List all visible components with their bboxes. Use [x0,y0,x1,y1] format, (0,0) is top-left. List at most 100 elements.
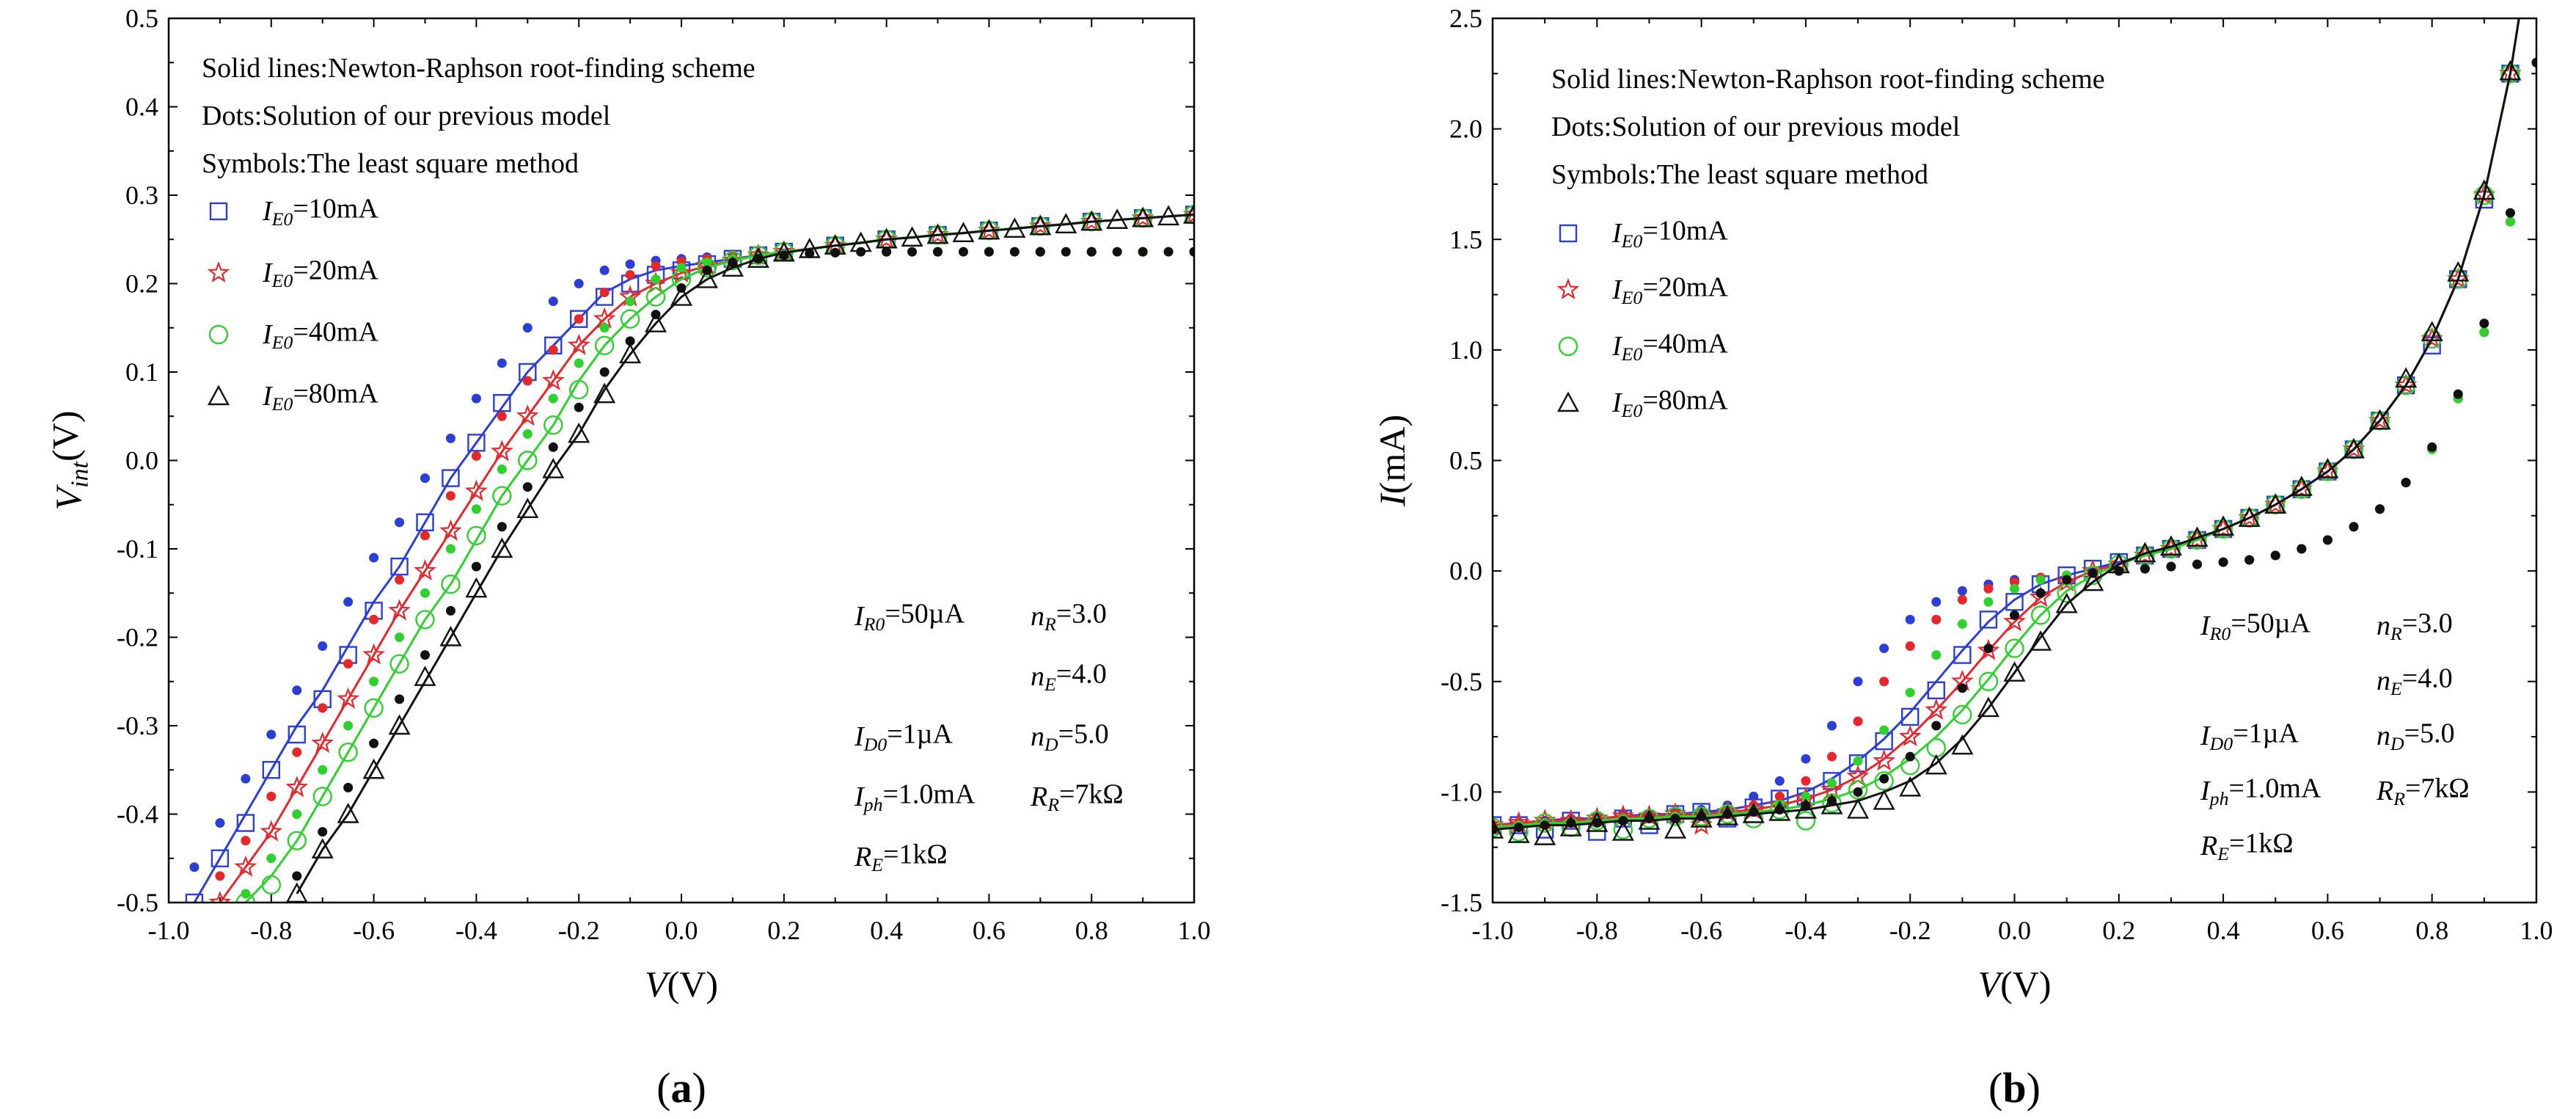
series-dot-4 [2192,559,2203,569]
series-dot-4 [1905,751,1915,762]
series-dot-3 [625,296,635,307]
series-symbol-2 [875,227,898,249]
series-dot-4 [2270,550,2280,561]
series-dot-4 [625,336,635,346]
series-dot-4 [2375,504,2385,514]
y-tick-label: -0.2 [117,623,158,652]
annotation-2: Dots:Solution of our previous model [202,101,610,131]
series-symbol-2 [926,223,949,245]
series-symbol-4 [1611,820,1634,841]
series-symbol-4 [2238,506,2261,528]
series-symbol-2 [2368,409,2391,431]
series-dot-4 [2218,557,2228,567]
param-nE: nE=4.0 [1031,659,1107,696]
series-symbol-4 [2186,526,2209,547]
series-symbol-4 [1003,217,1026,238]
series-symbol-1 [390,557,409,576]
series-symbol-4 [1080,210,1103,231]
series-dot-1 [625,259,635,269]
param-IR0: IR0=50µA [854,599,965,635]
series-symbol-4 [1559,816,1582,836]
series-symbol-2 [234,855,257,877]
x-tick-label: 1.0 [1178,916,1211,945]
series-symbol-2 [2316,459,2339,481]
series-symbol-3 [364,698,384,718]
y-tick-label: -0.4 [117,800,158,829]
series-dot-3 [599,323,610,333]
series-symbol-2 [1977,638,2000,660]
param-RR: RR=7kΩ [1030,779,1124,816]
series-symbol-4 [1055,213,1077,233]
x-tick-label: -0.4 [455,916,497,945]
series-dot-1 [343,597,354,607]
series-symbol-3 [389,654,409,674]
series-symbol-4 [593,382,616,404]
series-symbol-3 [1534,813,1555,833]
series-dot-3 [1957,619,1967,629]
series-dot-4 [2140,564,2150,574]
series-dot-4 [1931,721,1942,731]
series-symbol-4 [1742,802,1765,823]
series-symbol-3 [287,831,307,850]
series-dot-2 [241,836,251,846]
series-symbol-1 [1927,681,1945,699]
series-symbol-3 [697,258,717,278]
series-dot-4 [2244,555,2255,565]
series-symbol-4 [1899,776,1922,797]
series-dot-1 [318,641,328,652]
series-dot-2 [266,791,277,801]
series-symbol-4 [337,802,359,823]
x-tick-label: 0.8 [2415,916,2448,945]
series-symbol-4 [926,223,949,244]
series-dot-1 [1826,721,1837,731]
series-dot-3 [1801,791,1811,801]
series-dot-4 [2505,208,2515,218]
y-tick-label: 2.5 [1449,4,1482,33]
series-symbol-3 [722,250,743,271]
legend-label-3: IE0=40mA [1611,329,1728,365]
series-dot-3 [1879,725,1889,735]
series-dot-1 [1774,776,1785,786]
series-dot-4 [1983,644,1994,654]
series-dot-2 [292,747,302,757]
series-dot-3 [2035,575,2046,585]
series-symbol-4 [772,241,795,262]
series-dot-4 [958,247,968,257]
series-dot-4 [2453,389,2463,399]
series-dot-1 [1879,644,1889,654]
series-dot-2 [1957,594,1967,605]
series-dot-4 [2010,610,2019,620]
series-dot-3 [651,274,661,284]
series-symbol-4 [2342,437,2365,459]
series-dot-4 [933,247,943,257]
series-dot-4 [2297,544,2307,554]
series-symbol-4 [952,222,975,243]
x-tick-label: 0.2 [2102,916,2135,945]
series-symbol-1 [236,814,255,832]
panel-label-b: (b) [1988,1064,2041,1112]
series-dot-1 [369,553,379,563]
series-symbol-1 [442,469,460,487]
series-symbol-4 [849,231,872,252]
series-symbol-4 [1951,734,1974,755]
series-symbol-3 [2500,64,2520,84]
series-symbol-4 [2055,592,2078,613]
series-dot-2 [497,411,507,421]
series-symbol-4 [2003,661,2026,682]
series-dot-2 [574,314,584,324]
series-dot-1 [266,729,277,740]
series-dot-4 [1061,247,1071,257]
series-dot-3 [574,358,584,368]
series-dot-4 [2479,318,2489,329]
series-dot-3 [1905,688,1915,698]
series-symbol-1 [262,761,280,779]
series-symbol-3 [2005,638,2024,658]
series-symbol-4 [670,285,693,306]
legend-label-3: IE0=40mA [262,317,378,354]
param-IR0: IR0=50µA [2200,608,2311,645]
series-dot-4 [445,605,455,616]
series-symbol-4 [1873,789,1895,810]
series-symbol-4 [2290,475,2313,496]
